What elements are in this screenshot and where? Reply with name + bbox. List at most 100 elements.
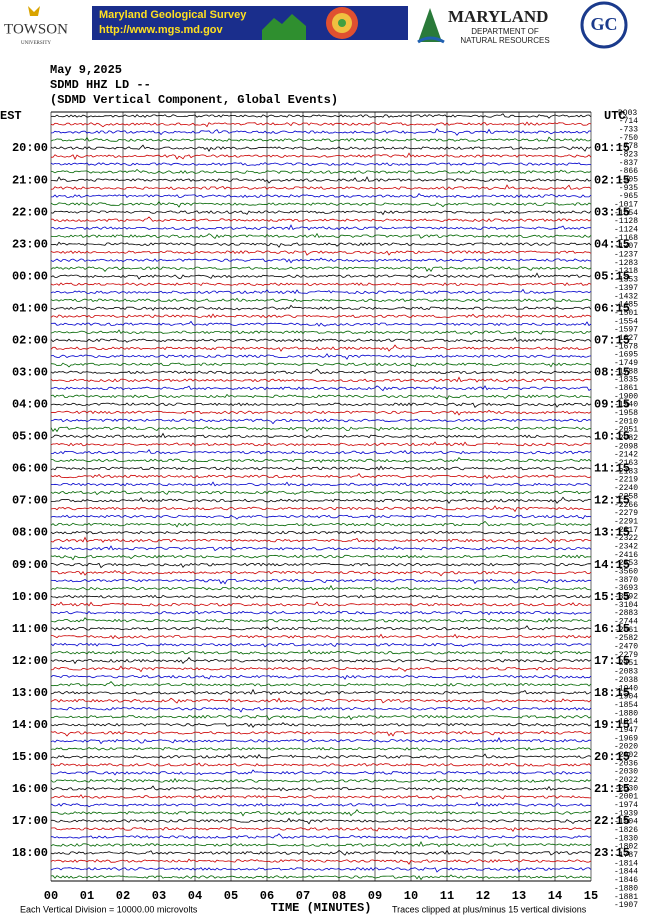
x-tick-label: 09 xyxy=(368,889,382,903)
trace-offset: -3104 xyxy=(614,601,638,610)
trace xyxy=(50,617,592,623)
trace-offset: -1914 xyxy=(614,718,638,727)
trace xyxy=(50,840,592,848)
trace-offset: -2744 xyxy=(614,618,638,627)
trace-offset: -1678 xyxy=(614,342,638,351)
trace xyxy=(50,809,592,817)
trace xyxy=(50,849,592,856)
trace-offset: -2030 xyxy=(614,768,638,777)
est-label: 15:00 xyxy=(12,750,48,764)
trace-offset: -1017 xyxy=(614,201,638,210)
est-label: 02:00 xyxy=(12,333,48,347)
trace xyxy=(50,136,592,142)
trace-offset: -1939 xyxy=(614,809,638,818)
trace xyxy=(50,224,592,231)
trace-offset: -1974 xyxy=(614,801,638,810)
trace xyxy=(50,505,592,513)
trace xyxy=(50,344,592,352)
trace xyxy=(50,282,592,287)
trace xyxy=(51,569,592,577)
trace-offset: -1904 xyxy=(614,693,638,702)
trace-offset: -1854 xyxy=(614,701,638,710)
trace-offset: -905 xyxy=(619,175,638,184)
trace-offset: -3560 xyxy=(614,567,638,576)
trace-offset: -1880 xyxy=(614,884,638,893)
trace xyxy=(50,530,592,535)
trace xyxy=(50,128,592,136)
x-tick-label: 11 xyxy=(440,889,454,903)
trace xyxy=(50,769,592,776)
x-tick-label: 08 xyxy=(332,889,346,903)
trace xyxy=(50,192,592,198)
est-label: 20:00 xyxy=(12,141,48,155)
trace-offset: -2553 xyxy=(614,559,638,568)
trace xyxy=(50,490,592,496)
utc-label: 15:15 xyxy=(594,590,630,604)
trace-offset: -1695 xyxy=(614,351,638,360)
gc-text: GC xyxy=(591,14,618,34)
trace-offset: -1802 xyxy=(614,843,638,852)
est-label: 04:00 xyxy=(12,398,48,412)
trace xyxy=(50,801,592,808)
trace-offset: -1844 xyxy=(614,868,638,877)
trace xyxy=(50,426,591,433)
utc-label: 07:15 xyxy=(594,333,630,347)
trace xyxy=(50,393,592,401)
est-label: 16:00 xyxy=(12,782,48,796)
trace xyxy=(50,681,592,687)
trace-offset: -2342 xyxy=(614,542,638,551)
trace-offset: -866 xyxy=(619,167,638,176)
trace xyxy=(50,362,592,368)
trace xyxy=(50,418,592,425)
x-title: TIME (MINUTES) xyxy=(271,901,372,915)
trace xyxy=(50,297,592,303)
trace xyxy=(50,481,592,487)
trace xyxy=(50,368,592,375)
trace-offset: -1947 xyxy=(614,726,638,735)
mgs-url: http://www.mgs.md.gov xyxy=(99,24,224,36)
trace xyxy=(50,714,592,721)
trace xyxy=(50,706,592,713)
footer-right: Traces clipped at plus/minus 15 vertical… xyxy=(392,904,587,914)
trace xyxy=(50,313,592,319)
trace-offset: -2416 xyxy=(614,551,638,560)
utc-label: 22:15 xyxy=(594,814,630,828)
utc-label: 10:15 xyxy=(594,430,630,444)
trace-offset: -778 xyxy=(619,142,638,151)
trace xyxy=(50,746,592,751)
trace xyxy=(50,266,592,273)
trace-offset: -1846 xyxy=(614,876,638,885)
utc-label: 12:15 xyxy=(594,494,630,508)
est-label: 03:00 xyxy=(12,366,48,380)
trace xyxy=(50,545,592,552)
utc-label: 13:15 xyxy=(594,526,630,540)
utc-label: 08:15 xyxy=(594,366,630,380)
trace xyxy=(50,665,591,673)
utc-label: 19:15 xyxy=(594,718,630,732)
trace-offset: -1788 xyxy=(614,367,638,376)
x-tick-label: 02 xyxy=(116,889,130,903)
trace-offset: -2051 xyxy=(614,426,638,435)
trace xyxy=(50,184,592,190)
est-label: 01:00 xyxy=(12,301,48,315)
x-tick-label: 00 xyxy=(44,889,58,903)
trace xyxy=(50,514,592,520)
trace xyxy=(50,353,592,360)
trace-offset: -2002 xyxy=(614,751,638,760)
est-label: 06:00 xyxy=(12,462,48,476)
utc-label: 01:15 xyxy=(594,141,630,155)
utc-label: 23:15 xyxy=(594,846,630,860)
trace-offset: -1554 xyxy=(614,317,638,326)
est-label: 12:00 xyxy=(12,654,48,668)
x-tick-label: 10 xyxy=(404,889,418,903)
mgs-title: Maryland Geological Survey xyxy=(99,9,247,21)
est-label: 07:00 xyxy=(12,494,48,508)
x-tick-label: 12 xyxy=(476,889,490,903)
trace-offset: -2219 xyxy=(614,476,638,485)
trace-offset: -1861 xyxy=(614,384,638,393)
trace xyxy=(50,472,592,479)
trace-offset: -2883 xyxy=(614,609,638,618)
trace xyxy=(50,113,592,119)
trace-offset: -1627 xyxy=(614,334,638,343)
